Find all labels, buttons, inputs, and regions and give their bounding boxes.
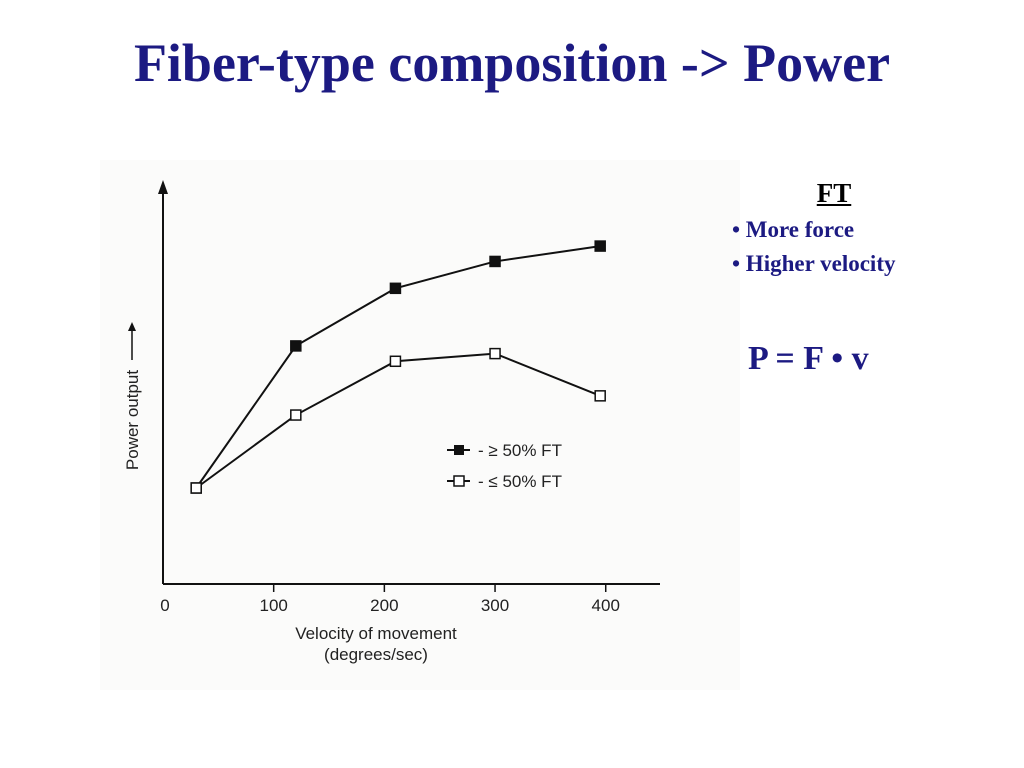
x-axis-label: Velocity of movement <box>295 624 457 643</box>
legend-marker-open-square <box>453 475 465 487</box>
x-tick-label: 200 <box>370 596 398 615</box>
x-axis-ticks: 0 100 200 300 400 <box>160 584 620 615</box>
series-line-1 <box>195 352 601 489</box>
x-tick-label: 300 <box>481 596 509 615</box>
legend: - ≥ 50% FT - ≤ 50% FT <box>447 441 562 491</box>
filled-square-point <box>489 255 501 268</box>
open-square-point <box>190 482 202 494</box>
legend-label-ft-low: - ≤ 50% FT <box>478 472 562 491</box>
page-title: Fiber-type composition -> Power <box>133 33 891 93</box>
ft-notes: FT • More force • Higher velocity <box>718 178 958 281</box>
x-tick-label: 0 <box>160 596 169 615</box>
legend-entry-ft-high: - ≥ 50% FT <box>447 441 562 460</box>
x-tick-label: 400 <box>592 596 620 615</box>
x-axis-unit-label: (degrees/sec) <box>324 645 428 664</box>
y-axis-label-arrowhead <box>128 322 136 331</box>
open-square-point <box>489 347 501 360</box>
y-axis-label-group: Power output <box>123 322 142 470</box>
y-axis-label: Power output <box>123 370 142 470</box>
filled-square-point <box>389 282 402 295</box>
legend-marker-filled-square <box>454 445 464 455</box>
chart-canvas: 0 100 200 300 400 Velocity of movement (degr… <box>123 180 660 664</box>
open-square-point <box>290 409 302 421</box>
y-axis-arrowhead <box>158 180 168 194</box>
filled-square-point <box>594 240 606 252</box>
bullet-more-force: • More force <box>732 217 855 242</box>
series-layer <box>190 240 606 494</box>
legend-label-ft-high: - ≥ 50% FT <box>478 441 562 460</box>
open-square-point <box>594 390 606 402</box>
power-velocity-chart: 0 100 200 300 400 Velocity of movement (degr… <box>100 160 740 690</box>
power-formula: P = F • v <box>748 340 869 377</box>
open-square-point <box>389 355 402 368</box>
bullet-higher-velocity: • Higher velocity <box>732 251 896 276</box>
ft-heading: FT <box>816 178 852 208</box>
filled-square-point <box>290 340 302 352</box>
legend-entry-ft-low: - ≤ 50% FT <box>447 472 562 491</box>
x-tick-label: 100 <box>259 596 287 615</box>
